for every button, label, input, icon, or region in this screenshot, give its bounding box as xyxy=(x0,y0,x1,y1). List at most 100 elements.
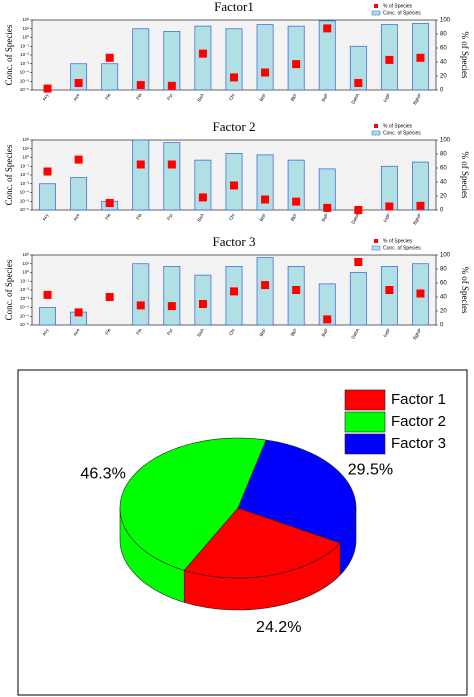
x-tick-label: BkF xyxy=(290,92,298,102)
marker xyxy=(230,287,238,296)
marker xyxy=(230,181,238,190)
bar xyxy=(349,272,367,326)
marker xyxy=(323,315,332,324)
pie-slice xyxy=(237,439,357,544)
y-tick-label: 10⁻¹ xyxy=(20,163,29,168)
marker xyxy=(43,84,52,93)
bar xyxy=(194,25,212,91)
x-tick-label: BaA xyxy=(196,213,205,223)
x-tick-label: Pyr xyxy=(166,212,174,221)
x-tick-label: BbF xyxy=(259,327,268,337)
x-tick-label: BghiP xyxy=(412,328,422,341)
y2-axis-label: % of Species xyxy=(460,152,470,199)
y2-tick-label: 80 xyxy=(440,32,447,38)
bar xyxy=(132,28,150,91)
legend-swatch xyxy=(344,433,386,455)
marker xyxy=(136,160,145,169)
y2-tick-label: 20 xyxy=(440,74,447,80)
bar xyxy=(287,25,305,91)
marker xyxy=(261,195,270,204)
x-tick-label: BbF xyxy=(259,212,268,222)
legend-label: % of Species xyxy=(383,123,413,129)
marker xyxy=(416,201,425,210)
marker xyxy=(105,53,114,62)
marker xyxy=(354,79,363,87)
x-tick-label: DahA xyxy=(350,93,360,105)
y-tick-label: 10⁻⁶ xyxy=(20,87,29,92)
bar xyxy=(380,266,398,326)
legend-label: % of Species xyxy=(383,238,413,244)
marker xyxy=(385,202,394,211)
y-tick-label: 10⁻³ xyxy=(20,61,29,66)
x-tick-label: Pyr xyxy=(166,327,174,336)
x-tick-label: Acy xyxy=(41,92,49,102)
bar xyxy=(225,28,243,91)
y-tick-label: 10⁻² xyxy=(20,172,29,177)
marker xyxy=(230,73,238,82)
marker xyxy=(43,167,52,176)
x-tick-label: BbF xyxy=(259,92,268,102)
bar xyxy=(70,63,88,91)
marker xyxy=(323,24,332,33)
y2-tick-label: 40 xyxy=(440,295,447,301)
y-tick-label: 10⁻⁴ xyxy=(20,305,29,310)
y-tick-label: 10⁰ xyxy=(22,270,29,275)
marker xyxy=(105,293,114,301)
legend-swatch xyxy=(344,411,386,433)
marker xyxy=(261,68,270,77)
y-tick-label: 10⁻⁴ xyxy=(20,70,29,75)
bar xyxy=(132,263,150,326)
y-axis-label: Conc. of Species xyxy=(4,259,14,320)
x-tick-label: DahA xyxy=(350,328,360,340)
marker xyxy=(198,49,207,58)
y2-tick-label: 60 xyxy=(440,281,447,287)
bar xyxy=(318,168,336,211)
marker xyxy=(323,203,332,212)
marker xyxy=(136,301,145,310)
x-tick-label: Ace xyxy=(72,92,80,102)
bar xyxy=(412,161,429,211)
y-tick-label: 10⁰ xyxy=(22,35,29,40)
x-tick-label: BghiP xyxy=(412,93,422,106)
marker xyxy=(416,289,425,298)
y-tick-label: 10² xyxy=(22,252,29,257)
x-tick-label: Ace xyxy=(72,327,80,337)
x-tick-label: IndP xyxy=(382,328,391,339)
marker xyxy=(74,308,83,317)
legend-swatch xyxy=(371,130,381,136)
x-tick-label: Ace xyxy=(72,212,80,222)
bar xyxy=(132,139,150,211)
y-tick-label: 10⁻⁶ xyxy=(20,207,29,212)
y-tick-label: 10⁻⁵ xyxy=(20,198,29,203)
legend-label: Conc. of Species xyxy=(383,10,421,16)
marker xyxy=(198,300,207,308)
legend-marker xyxy=(374,239,378,243)
x-tick-label: BkF xyxy=(290,327,298,337)
bar xyxy=(39,307,56,326)
legend-label: Conc. of Species xyxy=(383,245,421,251)
legend-label: % of Species xyxy=(383,3,413,9)
y-tick-label: 10⁻¹ xyxy=(20,43,29,48)
x-tick-label: DahA xyxy=(350,213,360,225)
pie-slice xyxy=(119,437,267,571)
x-tick-label: Fla xyxy=(135,212,143,220)
y-tick-label: 10² xyxy=(22,137,29,142)
y2-axis-label: % of Species xyxy=(460,32,470,79)
bar xyxy=(287,266,305,326)
y2-tick-label: 40 xyxy=(440,60,447,66)
marker xyxy=(167,302,176,311)
x-tick-label: Chr xyxy=(228,92,236,101)
bar xyxy=(194,159,212,211)
marker xyxy=(198,193,207,202)
y2-tick-label: 20 xyxy=(440,194,447,200)
x-tick-label: IndP xyxy=(382,213,391,224)
y-tick-label: 10⁻⁵ xyxy=(20,313,29,318)
bar xyxy=(318,283,336,326)
legend-marker xyxy=(374,124,378,128)
y-tick-label: 10² xyxy=(22,17,29,22)
marker xyxy=(385,55,394,64)
x-tick-label: Fla xyxy=(135,92,143,100)
marker xyxy=(354,258,363,266)
marker xyxy=(136,81,145,90)
